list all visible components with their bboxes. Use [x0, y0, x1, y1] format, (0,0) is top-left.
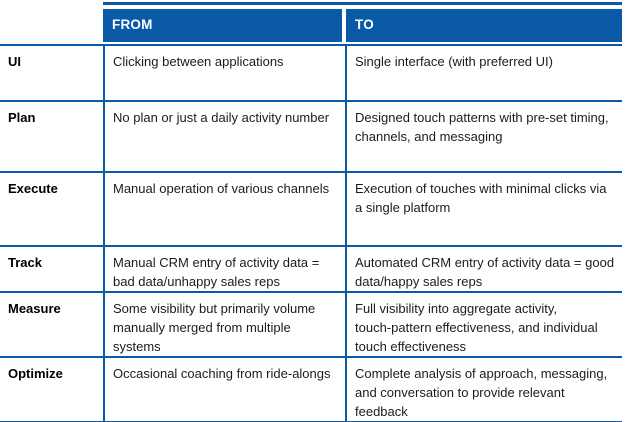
cell-to-text: Complete analysis of approach, messaging…: [355, 366, 608, 419]
cell-to-text: Single interface (with preferred UI): [355, 54, 553, 69]
table-row-optimize: Optimize Occasional coaching from ride-a…: [0, 356, 622, 421]
cell-from-text: Manual operation of various channels: [113, 181, 330, 196]
table-row-track: Track Manual CRM entry of activity data …: [0, 245, 622, 291]
cell-to: Single interface (with preferred UI): [345, 46, 622, 100]
cell-to: Automated CRM entry of activity data = g…: [345, 247, 622, 291]
header-spacer-cell: [0, 9, 103, 42]
row-label: Measure: [8, 301, 61, 316]
cell-from-text: Occasional coaching from ride-alongs: [113, 366, 331, 381]
cell-to: Full visibility into aggregate activity,…: [345, 293, 622, 356]
row-label: Track: [8, 255, 42, 270]
cell-from-text: No plan or just a daily activity number: [113, 110, 330, 125]
row-label: Plan: [8, 110, 36, 125]
table-top-border: [103, 2, 622, 5]
table-row-plan: Plan No plan or just a daily activity nu…: [0, 100, 622, 171]
row-label: UI: [8, 54, 21, 69]
cell-to: Designed touch patterns with pre-set tim…: [345, 102, 622, 171]
cell-to: Complete analysis of approach, messaging…: [345, 358, 622, 421]
cell-to-text: Execution of touches with minimal clicks…: [355, 181, 607, 215]
cell-from: Clicking between applications: [103, 46, 345, 100]
cell-to-text: Automated CRM entry of activity data = g…: [355, 255, 615, 289]
table-header-row: FROM TO: [0, 9, 622, 42]
cell-from-text: Manual CRM entry of activity data = bad …: [113, 255, 320, 289]
cell-to-text: Designed touch patterns with pre-set tim…: [355, 110, 609, 144]
column-header-to: TO: [346, 9, 622, 42]
cell-from-text: Clicking between applications: [113, 54, 284, 69]
row-label: Execute: [8, 181, 58, 196]
cell-to-text: Full visibility into aggregate activity,…: [355, 301, 598, 354]
table-top-border-area: [0, 0, 622, 9]
cell-from: Occasional coaching from ride-alongs: [103, 358, 345, 421]
column-header-from: FROM: [103, 9, 342, 42]
cell-from: Manual operation of various channels: [103, 173, 345, 245]
table-row-execute: Execute Manual operation of various chan…: [0, 171, 622, 245]
table-row-measure: Measure Some visibility but primarily vo…: [0, 291, 622, 356]
cell-from: No plan or just a daily activity number: [103, 102, 345, 171]
table-row-ui: UI Clicking between applications Single …: [0, 44, 622, 100]
cell-from-text: Some visibility but primarily volume man…: [113, 301, 316, 354]
cell-from: Manual CRM entry of activity data = bad …: [103, 247, 345, 291]
cell-from: Some visibility but primarily volume man…: [103, 293, 345, 356]
cell-to: Execution of touches with minimal clicks…: [345, 173, 622, 245]
row-label: Optimize: [8, 366, 63, 381]
